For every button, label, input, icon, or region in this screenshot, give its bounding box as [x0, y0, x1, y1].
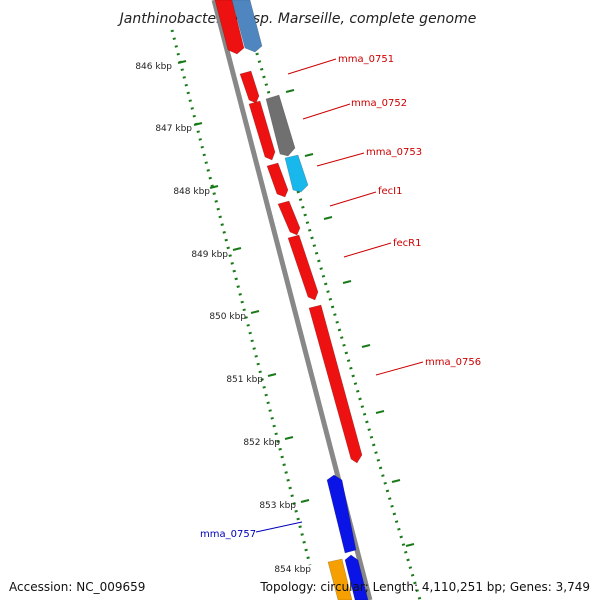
gene-feature[interactable]	[239, 70, 260, 104]
tick-mark	[391, 479, 401, 483]
tick-mark	[193, 122, 203, 126]
label-connector	[375, 361, 424, 376]
gene-label-fecR1[interactable]: fecR1	[393, 238, 421, 249]
gene-feature[interactable]	[266, 162, 289, 198]
gene-label-fecI1[interactable]: fecI1	[378, 186, 402, 197]
tick-mark	[177, 60, 187, 64]
map-title: Janthinobacterium sp. Marseille, complet…	[117, 11, 477, 27]
tick-label: 846 kbp	[135, 62, 172, 72]
tick-label: 849 kbp	[191, 250, 228, 260]
tick-mark	[342, 280, 352, 284]
tick-mark	[232, 247, 242, 251]
tick-label: 847 kbp	[155, 124, 192, 134]
tick-mark	[361, 344, 371, 348]
label-connector	[316, 152, 365, 167]
gene-label-mma_0752[interactable]: mma_0752	[351, 98, 407, 109]
scale-track-right	[248, 29, 422, 600]
gene-feature[interactable]	[326, 474, 357, 554]
tick-label: 853 kbp	[259, 501, 296, 511]
tick-label: 854 kbp	[274, 565, 311, 575]
gene-label-mma_0756[interactable]: mma_0756	[425, 357, 481, 368]
tick-mark	[285, 89, 295, 93]
tick-mark	[405, 543, 415, 547]
label-connector	[343, 242, 392, 258]
genome-summary-text: Topology: circular; Length: 4,110,251 bp…	[260, 580, 590, 594]
gene-label-mma_0753[interactable]: mma_0753	[366, 147, 422, 158]
gene-label-mma_0751[interactable]: mma_0751	[338, 54, 394, 65]
gene-feature[interactable]	[231, 0, 263, 53]
tick-mark	[304, 153, 314, 157]
label-connector	[287, 58, 337, 75]
tick-mark	[267, 373, 277, 377]
tick-mark	[209, 185, 219, 189]
label-connector	[302, 103, 351, 120]
label-connector	[255, 521, 303, 533]
gene-feature[interactable]	[284, 154, 309, 193]
gene-feature[interactable]	[277, 200, 301, 236]
tick-mark	[300, 499, 310, 503]
gene-feature[interactable]	[248, 100, 276, 161]
tick-mark	[323, 216, 333, 220]
gene-feature[interactable]	[265, 94, 296, 157]
gene-feature[interactable]	[344, 554, 369, 600]
tick-label: 848 kbp	[173, 187, 210, 197]
tick-mark	[375, 410, 385, 414]
accession-text: Accession: NC_009659	[9, 580, 146, 594]
tick-mark	[250, 310, 260, 314]
tick-label: 850 kbp	[209, 312, 246, 322]
gene-label-mma_0757[interactable]: mma_0757	[200, 529, 256, 540]
tick-label: 851 kbp	[226, 375, 263, 385]
label-connector	[329, 191, 377, 207]
gene-feature[interactable]	[287, 234, 319, 301]
tick-mark	[284, 436, 294, 440]
tick-label: 852 kbp	[243, 438, 280, 448]
gene-feature[interactable]	[327, 558, 353, 600]
gene-feature[interactable]	[308, 304, 363, 464]
gene-feature[interactable]	[214, 0, 245, 55]
